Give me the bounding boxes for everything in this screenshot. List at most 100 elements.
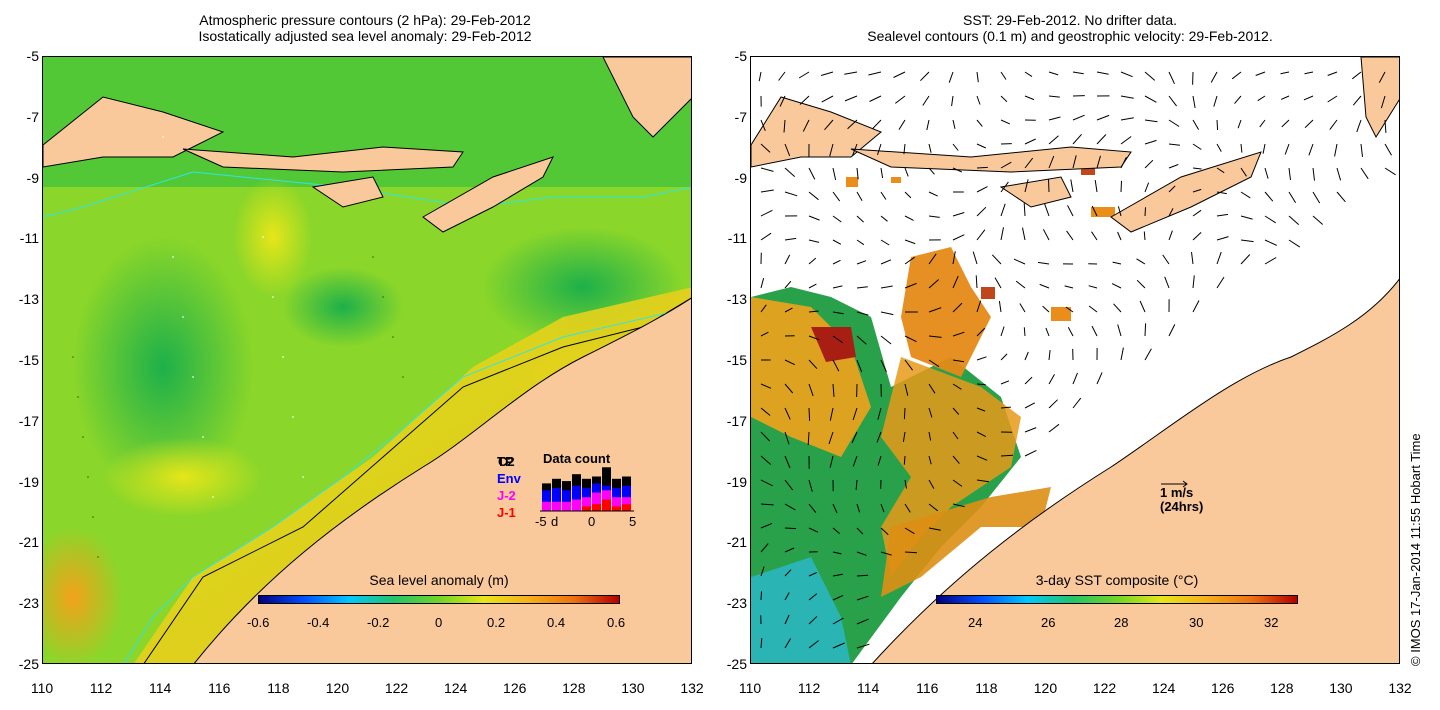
- sst-tick-32: 32: [1264, 615, 1279, 630]
- sst-tick-26: 26: [1041, 615, 1056, 630]
- right-lon-tick: 128: [1270, 680, 1294, 696]
- right-title-line2: Sealevel contours (0.1 m) and geostrophi…: [867, 28, 1273, 44]
- left-lat-tick: -17: [18, 412, 39, 429]
- sla-colorbar-label: Sea level anomaly (m): [369, 572, 509, 588]
- data-count-bar-magenta: [562, 501, 571, 511]
- left-lon-tick: 118: [267, 680, 290, 696]
- right-lat-tick: -13: [726, 291, 747, 308]
- right-lat-tick: -17: [726, 412, 747, 429]
- sla-tick-0: 0: [435, 615, 443, 630]
- sla-high-region: [43, 527, 123, 663]
- sst-tick-28: 28: [1114, 615, 1129, 630]
- right-lat-tick: -7: [734, 108, 747, 125]
- right-lat-tick: -23: [726, 595, 747, 612]
- sst-velocity-map-svg: [751, 57, 1399, 663]
- left-lat-tick: -7: [26, 108, 39, 125]
- sla-tick-neg04: -0.4: [307, 615, 330, 630]
- legend-j2: J-2: [497, 488, 516, 503]
- data-count-bar-red: [612, 506, 621, 511]
- right-lon-tick: 126: [1211, 680, 1235, 696]
- right-lat-tick: -9: [734, 169, 747, 186]
- right-lon-tick: 118: [975, 680, 998, 696]
- sla-colorbar: [258, 595, 620, 604]
- geostrophic-velocity-vectors: [758, 71, 1396, 649]
- left-lat-tick: -11: [19, 230, 39, 247]
- left-lat-tick: -25: [18, 656, 39, 672]
- right-lon-tick: 120: [1033, 680, 1058, 696]
- sst-tick-30: 30: [1189, 615, 1204, 630]
- sumba-island: [311, 176, 384, 208]
- right-lon-tick: 124: [1151, 680, 1176, 696]
- right-lon-tick: 116: [916, 680, 939, 696]
- data-count-bar-blue: [542, 490, 551, 511]
- left-lon-tick: 112: [89, 680, 113, 696]
- left-lon-tick: 110: [30, 680, 54, 696]
- data-count-bar-red: [582, 506, 591, 511]
- left-lon-tick: 116: [208, 680, 231, 696]
- sla-tick-neg06: -0.6: [247, 615, 270, 630]
- data-count-bar-red: [592, 504, 601, 511]
- lesser-sunda-islands: [182, 146, 464, 173]
- left-lat-tick: -23: [18, 595, 39, 612]
- lesser-sunda-islands-right: [850, 146, 1132, 173]
- legend-tp-overlay: C2: [498, 454, 515, 469]
- sea-level-anomaly-map: [42, 56, 692, 664]
- data-count-bar-magenta: [572, 499, 581, 511]
- sla-tick-04: 0.4: [547, 615, 566, 630]
- right-lat-tick: -19: [726, 473, 747, 490]
- right-lat-tick: -21: [726, 534, 747, 551]
- sst-tick-24: 24: [968, 615, 983, 630]
- left-lat-tick: -5: [26, 48, 39, 64]
- sst-hot-spot: [811, 327, 856, 362]
- australia-landmass-right: [872, 279, 1399, 663]
- left-lon-tick: 130: [621, 680, 645, 696]
- left-lat-tick: -9: [26, 169, 39, 186]
- sla-tick-06: 0.6: [607, 615, 626, 630]
- sst-velocity-map: [750, 56, 1400, 664]
- data-count-bar-magenta: [582, 497, 591, 511]
- data-count-bar-red: [602, 499, 611, 511]
- sst-colorbar-label: 3-day SST composite (°C): [1035, 572, 1199, 588]
- data-count-tick-neg5: -5: [535, 514, 547, 529]
- java-island-right: [751, 96, 882, 168]
- sea-level-anomaly-map-svg: [43, 57, 691, 663]
- australia-landmass: [194, 298, 691, 663]
- right-panel-title: SST: 29-Feb-2012. No drifter data. Seale…: [705, 12, 1435, 44]
- left-lon-tick: 126: [503, 680, 527, 696]
- left-lon-tick: 128: [562, 680, 586, 696]
- left-lon-tick: 114: [149, 680, 172, 696]
- left-lon-tick: 120: [325, 680, 350, 696]
- right-lon-tick: 122: [1092, 680, 1117, 696]
- data-count-bar-blue: [562, 490, 571, 511]
- legend-env: Env: [497, 471, 521, 486]
- left-lat-tick: -15: [18, 352, 39, 368]
- left-title-line1: Atmospheric pressure contours (2 hPa): 2…: [199, 12, 531, 28]
- northern-island: [602, 57, 691, 138]
- data-count-bar-magenta: [552, 501, 561, 511]
- copyright-notice: © IMOS 17-Jan-2014 11:55 Hobart Time: [1408, 433, 1423, 666]
- left-lon-tick: 122: [384, 680, 409, 696]
- sumba-island-right: [999, 176, 1072, 208]
- sla-low-region: [73, 237, 253, 497]
- data-count-tick-d: d: [551, 514, 559, 529]
- right-lat-tick: -15: [726, 352, 747, 368]
- data-count-bar-magenta: [542, 501, 551, 511]
- northern-island-right: [1360, 57, 1399, 139]
- right-lon-tick: 112: [797, 680, 821, 696]
- right-lat-tick: -11: [727, 230, 747, 247]
- data-count-bar-blue: [552, 488, 561, 511]
- left-lon-tick: 124: [443, 680, 468, 696]
- right-title-line1: SST: 29-Feb-2012. No drifter data.: [963, 12, 1177, 28]
- sla-tick-neg02: -0.2: [367, 615, 390, 630]
- left-panel-title: Atmospheric pressure contours (2 hPa): 2…: [0, 12, 730, 44]
- data-count-title: Data count: [543, 451, 611, 466]
- legend-j1: J-1: [497, 505, 516, 520]
- legend-tp: TP C2: [497, 454, 515, 469]
- left-title-line2: Isostatically adjusted sea level anomaly…: [198, 28, 532, 44]
- sst-colorbar: [936, 595, 1298, 604]
- left-lon-tick: 132: [680, 680, 704, 696]
- right-lat-tick: -25: [726, 656, 747, 672]
- sst-cool-region: [751, 557, 851, 663]
- sla-tick-02: 0.2: [487, 615, 506, 630]
- left-lat-tick: -21: [18, 534, 39, 551]
